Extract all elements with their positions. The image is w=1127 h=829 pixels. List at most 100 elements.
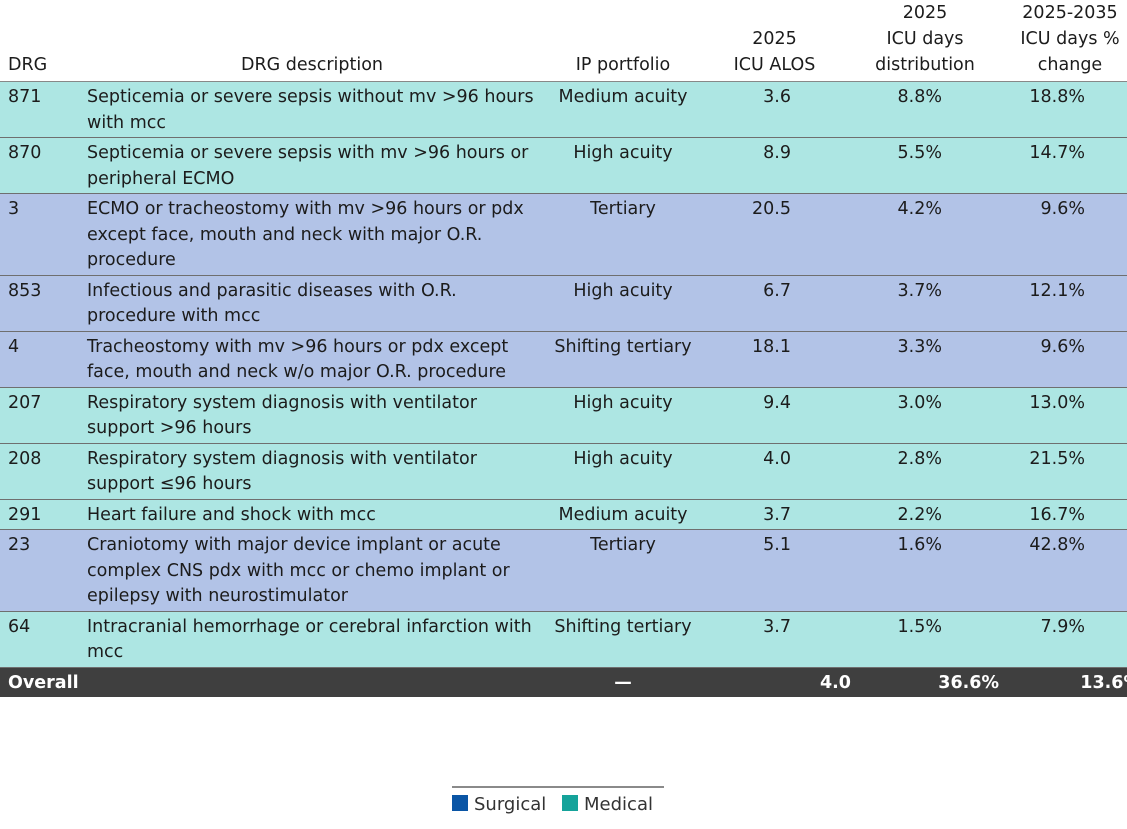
cell-portfolio: High acuity: [548, 387, 698, 444]
overall-label: Overall: [0, 667, 548, 697]
cell-change: 12.1%: [999, 275, 1127, 332]
table-row: 870 Septicemia or severe sepsis with mv >…: [0, 137, 1127, 194]
cell-description: Respiratory system diagnosis with ventil…: [82, 387, 548, 444]
cell-description: Tracheostomy with mv >96 hours or pdx ex…: [82, 331, 548, 388]
header-drg: DRG: [0, 0, 82, 82]
legend: Surgical Medical: [452, 786, 664, 815]
cell-drg: 207: [0, 387, 82, 444]
cell-change: 9.6%: [999, 193, 1127, 276]
header-alos-line: 2025: [752, 29, 797, 49]
cell-drg: 208: [0, 443, 82, 500]
header-distribution-line: 2025: [902, 3, 948, 23]
cell-drg: 4: [0, 331, 82, 388]
cell-alos: 20.5: [698, 193, 851, 276]
table-row: 3 ECMO or tracheostomy with mv >96 hours …: [0, 193, 1127, 276]
header-change-line: 2025-2035: [1022, 3, 1118, 23]
cell-portfolio: Tertiary: [548, 193, 698, 276]
cell-portfolio: Medium acuity: [548, 499, 698, 530]
overall-portfolio: —: [548, 667, 698, 697]
table-row: 23 Craniotomy with major device implant o…: [0, 529, 1127, 612]
header-change: 2025-2035 ICU days % change: [999, 0, 1127, 82]
legend-label-surgical: Surgical: [474, 794, 547, 815]
table-body: 871 Septicemia or severe sepsis without m…: [0, 81, 1127, 697]
legend-swatch-surgical: [452, 795, 468, 811]
cell-description: Respiratory system diagnosis with ventil…: [82, 443, 548, 500]
cell-alos: 3.7: [698, 499, 851, 530]
cell-portfolio: High acuity: [548, 137, 698, 194]
cell-alos: 4.0: [698, 443, 851, 500]
cell-distribution: 3.0%: [851, 387, 999, 444]
cell-drg: 64: [0, 611, 82, 668]
cell-portfolio: High acuity: [548, 443, 698, 500]
table-row: 207 Respiratory system diagnosis with ven…: [0, 387, 1127, 444]
drg-icu-table: DRG DRG description IP portfolio 2025 IC…: [0, 0, 1127, 697]
table-row: 208 Respiratory system diagnosis with ven…: [0, 443, 1127, 500]
cell-alos: 3.6: [698, 81, 851, 138]
overall-distribution: 36.6%: [851, 667, 999, 697]
cell-change: 14.7%: [999, 137, 1127, 194]
cell-drg: 870: [0, 137, 82, 194]
cell-portfolio: Shifting tertiary: [548, 331, 698, 388]
cell-alos: 8.9: [698, 137, 851, 194]
cell-change: 16.7%: [999, 499, 1127, 530]
cell-portfolio: High acuity: [548, 275, 698, 332]
legend-swatch-medical: [562, 795, 579, 811]
cell-distribution: 8.8%: [851, 81, 999, 138]
header-row: DRG DRG description IP portfolio 2025 IC…: [0, 0, 1127, 82]
legend-item-surgical: Surgical: [452, 794, 546, 815]
header-change-line: ICU days %: [1020, 29, 1120, 49]
header-portfolio: IP portfolio: [548, 0, 698, 82]
cell-portfolio: Shifting tertiary: [548, 611, 698, 668]
table-row: 871 Septicemia or severe sepsis without m…: [0, 81, 1127, 138]
table-row: 291 Heart failure and shock with mcc Mediu…: [0, 499, 1127, 530]
cell-description: ECMO or tracheostomy with mv >96 hours o…: [82, 193, 548, 276]
cell-drg: 23: [0, 529, 82, 612]
cell-description: Septicemia or severe sepsis without mv >…: [82, 81, 548, 138]
cell-distribution: 4.2%: [851, 193, 999, 276]
cell-change: 42.8%: [999, 529, 1127, 612]
cell-alos: 9.4: [698, 387, 851, 444]
cell-distribution: 2.8%: [851, 443, 999, 500]
cell-distribution: 3.3%: [851, 331, 999, 388]
cell-description: Septicemia or severe sepsis with mv >96 …: [82, 137, 548, 194]
cell-drg: 291: [0, 499, 82, 530]
cell-distribution: 1.6%: [851, 529, 999, 612]
header-distribution: 2025 ICU days distribution: [851, 0, 999, 82]
table-row: 853 Infectious and parasitic diseases wit…: [0, 275, 1127, 332]
header-alos: 2025 ICU ALOS: [698, 0, 851, 82]
cell-distribution: 5.5%: [851, 137, 999, 194]
cell-description: Craniotomy with major device implant or …: [82, 529, 548, 612]
table-row: 64 Intracranial hemorrhage or cerebral in…: [0, 611, 1127, 668]
legend-label-medical: Medical: [584, 794, 653, 815]
cell-change: 21.5%: [999, 443, 1127, 500]
cell-portfolio: Tertiary: [548, 529, 698, 612]
cell-change: 18.8%: [999, 81, 1127, 138]
cell-change: 9.6%: [999, 331, 1127, 388]
cell-drg: 853: [0, 275, 82, 332]
cell-drg: 871: [0, 81, 82, 138]
header-change-line: change: [1037, 55, 1103, 75]
cell-portfolio: Medium acuity: [548, 81, 698, 138]
header-description: DRG description: [82, 0, 548, 82]
cell-distribution: 2.2%: [851, 499, 999, 530]
overall-row: Overall — 4.0 36.6% 13.6%: [0, 667, 1127, 697]
header-alos-line: ICU ALOS: [733, 55, 816, 75]
cell-description: Intracranial hemorrhage or cerebral infa…: [82, 611, 548, 668]
overall-alos: 4.0: [698, 667, 851, 697]
cell-change: 13.0%: [999, 387, 1127, 444]
cell-alos: 5.1: [698, 529, 851, 612]
cell-alos: 3.7: [698, 611, 851, 668]
cell-drg: 3: [0, 193, 82, 276]
cell-description: Infectious and parasitic diseases with O…: [82, 275, 548, 332]
cell-alos: 6.7: [698, 275, 851, 332]
overall-change: 13.6%: [999, 667, 1127, 697]
cell-distribution: 3.7%: [851, 275, 999, 332]
cell-change: 7.9%: [999, 611, 1127, 668]
cell-distribution: 1.5%: [851, 611, 999, 668]
cell-alos: 18.1: [698, 331, 851, 388]
header-distribution-line: ICU days: [886, 29, 964, 49]
legend-item-medical: Medical: [562, 794, 653, 815]
header-distribution-line: distribution: [875, 55, 975, 75]
table-row: 4 Tracheostomy with mv >96 hours or pdx e…: [0, 331, 1127, 388]
cell-description: Heart failure and shock with mcc: [82, 499, 548, 530]
